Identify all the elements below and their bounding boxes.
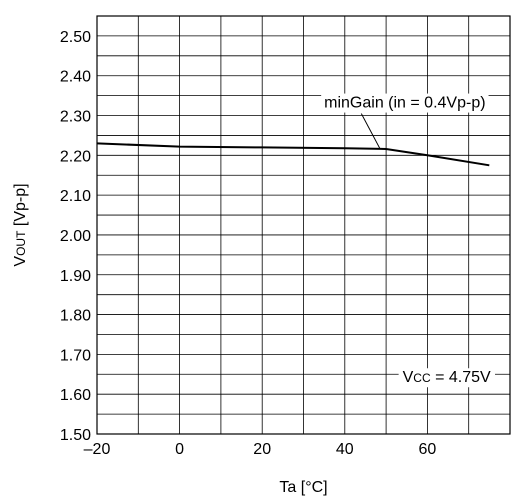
y-tick-label: 2.00 [60, 228, 91, 245]
series-label-background [321, 93, 489, 113]
x-axis-label: Ta [°C] [279, 479, 327, 496]
plot-frame [96, 15, 511, 435]
y-axis-label: VOUT [Vp-p] [12, 183, 29, 266]
series-leader-line [360, 113, 381, 149]
y-tick-labels: 1.50 1.60 1.70 1.80 1.90 2.00 2.10 2.20 2.30 2.40… [60, 29, 91, 444]
x-tick-label: 20 [253, 441, 271, 458]
condition-label-sub: CC [413, 371, 431, 385]
y-tick-label: 1.90 [60, 268, 91, 285]
y-axis-label-main: V [12, 256, 29, 267]
x-tick-label: 0 [175, 441, 184, 458]
y-tick-label: 1.50 [60, 427, 91, 444]
grid [97, 16, 510, 434]
y-tick-label: 2.50 [60, 29, 91, 46]
series-label: minGain (in = 0.4Vp-p) [324, 95, 485, 112]
condition-annotation: VCC = 4.75V [398, 368, 496, 388]
y-tick-label: 2.10 [60, 188, 91, 205]
y-tick-label: 2.20 [60, 148, 91, 165]
condition-label-rest: = 4.75V [431, 369, 491, 386]
y-tick-label: 2.30 [60, 109, 91, 126]
y-tick-label: 2.40 [60, 69, 91, 86]
series-group [96, 142, 490, 167]
series-annotation: minGain (in = 0.4Vp-p) [321, 93, 489, 149]
x-tick-label: 60 [419, 441, 437, 458]
condition-label: VCC = 4.75V [403, 369, 491, 386]
x-tick-labels: –20 0 20 40 60 [84, 441, 437, 458]
condition-label-background [398, 368, 496, 388]
x-tick-label: 40 [336, 441, 354, 458]
y-tick-label: 1.70 [60, 347, 91, 364]
y-axis-label-sub: OUT [14, 230, 28, 256]
y-tick-label: 1.60 [60, 387, 91, 404]
x-tick-label: –20 [84, 441, 111, 458]
series-line [96, 142, 490, 167]
y-axis-label-unit: [Vp-p] [12, 183, 29, 230]
condition-label-main: V [403, 369, 414, 386]
y-tick-label: 1.80 [60, 308, 91, 325]
